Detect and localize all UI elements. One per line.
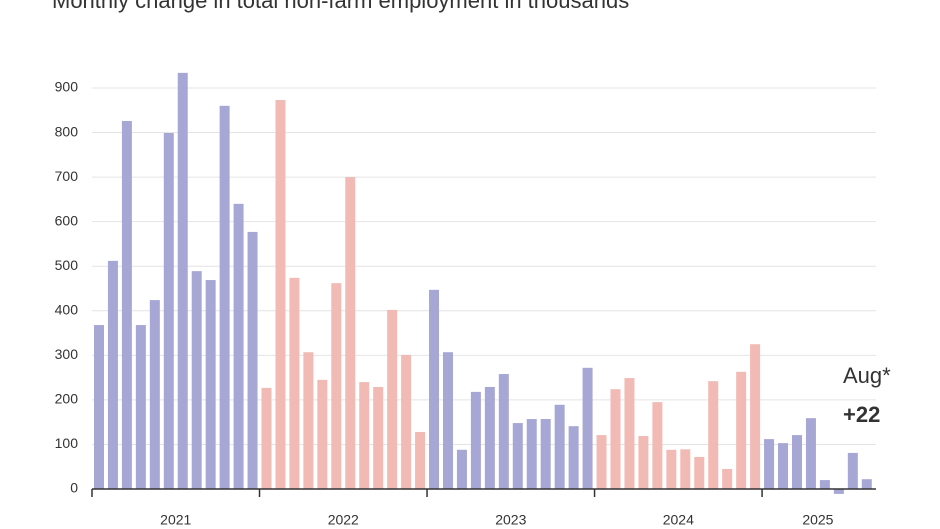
bar — [191, 271, 202, 489]
bar — [93, 325, 104, 489]
bar — [317, 379, 328, 489]
x-group-label: 2023 — [495, 512, 526, 528]
bar — [289, 277, 300, 489]
bar — [149, 300, 160, 489]
bar — [861, 479, 872, 489]
bar — [219, 105, 230, 490]
chart-title: Monthly change in total non-farm employm… — [52, 0, 629, 13]
value-label: +22 — [843, 402, 880, 427]
bar — [638, 435, 649, 489]
bar — [512, 423, 523, 489]
bar — [666, 449, 677, 489]
bar — [694, 456, 705, 489]
x-group-label: 2022 — [328, 512, 359, 528]
bar — [261, 387, 272, 489]
x-group-label: 2021 — [160, 512, 191, 528]
bar — [275, 100, 286, 489]
bar — [456, 449, 467, 489]
bar — [359, 382, 370, 489]
bar — [540, 419, 551, 489]
bar — [121, 120, 132, 490]
bar — [596, 435, 607, 489]
bar — [778, 443, 789, 489]
bar — [177, 72, 188, 490]
bar — [345, 177, 356, 489]
bar — [805, 418, 816, 489]
bar — [791, 435, 802, 489]
bar — [442, 352, 453, 489]
y-tick-label: 500 — [55, 257, 79, 273]
bar — [373, 386, 384, 489]
bar — [163, 133, 174, 490]
bar — [708, 381, 719, 489]
bar — [135, 325, 146, 489]
bar — [429, 289, 440, 489]
bar — [107, 260, 118, 489]
bar — [736, 371, 747, 489]
bar — [722, 468, 733, 489]
bar — [387, 309, 398, 489]
bar — [205, 280, 216, 489]
bar — [582, 367, 593, 489]
bar — [470, 391, 481, 489]
bar — [526, 419, 537, 489]
bar — [554, 404, 565, 489]
y-tick-label: 700 — [55, 168, 79, 184]
bar — [764, 439, 775, 489]
x-group-label: 2024 — [663, 512, 694, 528]
y-tick-label: 800 — [55, 123, 79, 139]
bar — [652, 402, 663, 489]
y-tick-label: 200 — [55, 391, 79, 407]
bar — [331, 283, 342, 489]
bar — [819, 480, 830, 489]
bar — [568, 426, 579, 489]
bar — [233, 203, 244, 489]
bar — [247, 231, 258, 490]
y-tick-label: 100 — [55, 435, 79, 451]
x-group-label: 2025 — [802, 512, 833, 528]
bar — [401, 354, 412, 489]
bar — [750, 344, 761, 489]
bar — [624, 378, 635, 489]
annotation: Aug* — [843, 363, 891, 388]
bar — [498, 374, 509, 489]
bar — [610, 389, 621, 489]
bar — [847, 452, 858, 489]
bar — [303, 352, 314, 489]
bar — [833, 489, 844, 494]
y-tick-label: 400 — [55, 301, 79, 317]
y-tick-label: 900 — [55, 79, 79, 95]
y-tick-label: 600 — [55, 212, 79, 228]
bar — [415, 431, 426, 489]
y-tick-label: 300 — [55, 346, 79, 362]
y-tick-label: 0 — [70, 480, 78, 496]
bar — [484, 386, 495, 489]
bar — [680, 449, 691, 489]
